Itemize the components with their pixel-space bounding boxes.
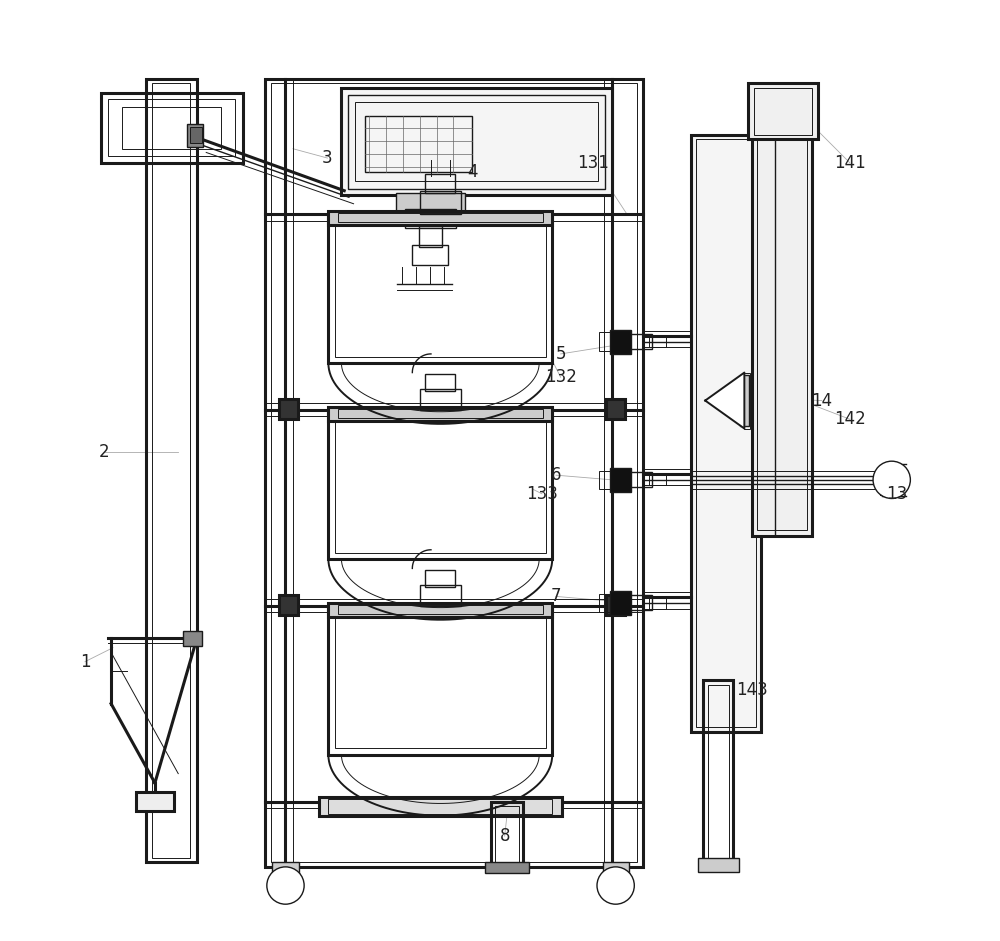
Text: 6: 6	[551, 466, 561, 485]
Bar	[757, 140, 807, 530]
Bar	[338, 605, 543, 614]
Polygon shape	[705, 373, 744, 428]
Bar	[348, 95, 605, 189]
Bar	[335, 214, 546, 357]
Bar	[649, 474, 666, 486]
Bar	[610, 591, 631, 615]
Circle shape	[597, 867, 634, 904]
Bar	[425, 174, 455, 193]
Bar	[610, 329, 631, 354]
Text: 133: 133	[526, 485, 558, 502]
Bar	[420, 390, 461, 410]
Bar	[328, 211, 552, 225]
Bar	[649, 336, 666, 347]
Bar	[412, 245, 448, 265]
Bar	[419, 226, 442, 247]
Bar	[279, 595, 298, 615]
Text: 4: 4	[467, 163, 477, 181]
Bar	[603, 862, 629, 881]
Bar	[396, 193, 465, 211]
Bar	[405, 209, 456, 228]
Circle shape	[873, 461, 910, 499]
Bar	[420, 191, 461, 214]
Bar	[495, 806, 519, 862]
Bar	[328, 799, 552, 814]
Text: 5: 5	[555, 345, 566, 363]
Bar	[271, 84, 637, 862]
Bar	[748, 84, 818, 139]
Bar	[610, 468, 631, 492]
Bar	[629, 596, 652, 611]
Bar	[190, 127, 202, 143]
Text: 8: 8	[499, 827, 510, 845]
Bar	[328, 410, 552, 559]
Text: 13: 13	[886, 485, 907, 502]
Bar	[606, 399, 625, 419]
Bar	[649, 598, 666, 609]
Bar	[740, 375, 749, 425]
Bar	[101, 93, 243, 163]
Bar	[491, 802, 523, 867]
Text: 142: 142	[834, 410, 866, 428]
Bar	[599, 470, 612, 489]
Bar	[328, 606, 552, 755]
Text: 2: 2	[98, 443, 109, 461]
Bar	[754, 88, 812, 135]
Bar	[122, 106, 221, 149]
Text: 14: 14	[811, 391, 832, 409]
Text: 132: 132	[545, 368, 577, 386]
Bar	[599, 332, 612, 351]
Bar	[328, 214, 552, 363]
Bar	[265, 79, 643, 867]
Bar	[335, 410, 546, 552]
Bar	[328, 603, 552, 617]
Bar	[629, 472, 652, 487]
Bar	[425, 570, 455, 587]
Bar	[319, 797, 562, 816]
Bar	[708, 685, 729, 862]
Bar	[328, 407, 552, 421]
Bar	[108, 100, 235, 156]
Bar	[187, 123, 203, 147]
Bar	[744, 373, 750, 428]
Text: 7: 7	[551, 587, 561, 605]
Bar	[698, 857, 739, 871]
Text: 1: 1	[80, 653, 90, 671]
Bar	[146, 79, 197, 862]
Bar	[752, 135, 812, 535]
Bar	[355, 102, 598, 182]
Bar	[485, 862, 529, 873]
Bar	[703, 680, 733, 867]
Text: 131: 131	[577, 153, 609, 171]
Bar	[599, 594, 612, 613]
Bar	[691, 135, 761, 732]
Bar	[338, 213, 543, 222]
Bar	[335, 606, 546, 748]
Bar	[341, 88, 612, 196]
Text: 143: 143	[736, 680, 768, 698]
Bar	[152, 84, 190, 857]
Bar	[606, 595, 625, 615]
Text: 3: 3	[322, 149, 333, 167]
Bar	[136, 792, 174, 811]
Bar	[338, 409, 543, 418]
Bar	[279, 399, 298, 419]
Bar	[420, 585, 461, 606]
Bar	[696, 139, 756, 727]
Bar	[183, 630, 202, 646]
Bar	[365, 116, 472, 172]
Text: 141: 141	[834, 153, 866, 171]
Circle shape	[267, 867, 304, 904]
Bar	[425, 375, 455, 391]
Bar	[629, 334, 652, 349]
Bar	[272, 862, 299, 881]
